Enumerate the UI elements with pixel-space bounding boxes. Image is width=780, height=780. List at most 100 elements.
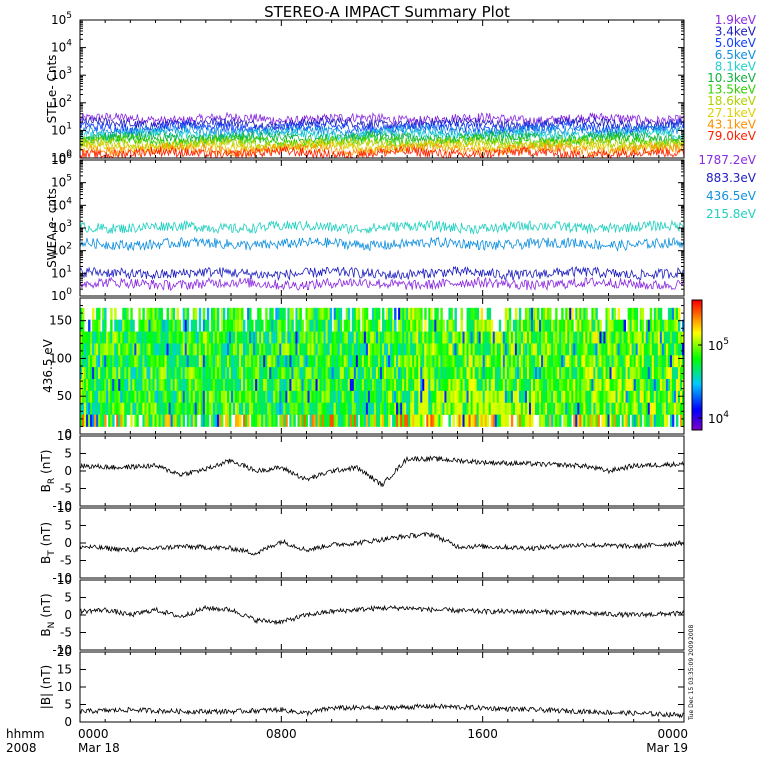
pad-cell [480, 355, 484, 368]
br-tick-label: -10 [52, 499, 72, 513]
pad-cell [474, 331, 478, 344]
pad-cell [146, 414, 149, 427]
pad-cell [619, 355, 622, 368]
pad-cell [609, 343, 612, 356]
pad-cell [108, 402, 111, 415]
pad-cell [442, 402, 445, 415]
pad-cell [424, 355, 427, 368]
ste-legend-entry: 10.3keV [707, 71, 757, 85]
pad-cell [464, 367, 467, 380]
pad-cell [408, 355, 411, 368]
pad-cell [508, 402, 512, 415]
pad-cell [498, 379, 502, 392]
pad-cell [253, 367, 256, 380]
pad-cell [80, 390, 83, 404]
pad-cell [313, 343, 316, 356]
pad-cell [539, 367, 542, 380]
pad-cell [373, 402, 377, 415]
pad-cell [675, 343, 679, 356]
pad-cell [233, 343, 236, 356]
pad-cell [104, 390, 107, 404]
pad-cell [301, 319, 304, 332]
pad-cell [438, 355, 441, 368]
pad-cell [547, 343, 550, 356]
pad-cell [498, 355, 502, 368]
pad-cell [216, 355, 220, 368]
pad-cell [275, 379, 278, 392]
colorbar-cell [692, 412, 702, 416]
pad-cell [456, 414, 459, 427]
pad-cell [663, 379, 667, 392]
pad-cell [307, 355, 310, 368]
pad-cell [384, 379, 387, 392]
pad-cell [255, 390, 258, 404]
pad-cell [418, 390, 421, 404]
pad-cell [633, 319, 637, 332]
pad-cell [216, 414, 220, 427]
pad-cell [307, 343, 310, 356]
pad-cell [110, 390, 113, 404]
pad-cell [528, 307, 532, 321]
pad-cell [541, 390, 544, 404]
pad-cell [269, 414, 272, 427]
pad-cell [420, 307, 423, 321]
pad-cell [492, 331, 496, 344]
pad-cell [369, 343, 373, 356]
pad-cell [392, 319, 395, 332]
pad-cell [589, 367, 592, 380]
pad-cell [120, 379, 123, 392]
pad-cell [595, 367, 598, 380]
pad-cell [472, 379, 476, 392]
pad-cell [327, 414, 331, 427]
colorbar-tick-base: 10 [708, 339, 723, 353]
pad-cell [593, 343, 596, 356]
pad-cell [565, 307, 568, 321]
pad-cell [345, 390, 349, 404]
pad-cell [583, 307, 586, 321]
pad-cell [504, 307, 508, 321]
pad-cell [498, 390, 502, 404]
pad-cell [651, 367, 655, 380]
pad-cell [522, 343, 526, 356]
pad-cell [108, 343, 111, 356]
pad-cell [124, 355, 127, 368]
pad-cell [410, 331, 413, 344]
pad-cell [571, 319, 574, 332]
pad-cell [339, 343, 343, 356]
bmag-tick-label: 10 [57, 680, 72, 694]
pad-cell [514, 307, 518, 321]
pad-cell [98, 390, 101, 404]
pad-cell [508, 331, 512, 344]
pad-cell [551, 414, 554, 427]
pad-cell [681, 402, 685, 415]
pad-cell [506, 307, 510, 321]
pad-cell [474, 414, 478, 427]
pad-cell [462, 367, 465, 380]
pad-cell [506, 343, 510, 356]
pad-cell [601, 367, 604, 380]
pad-cell [398, 307, 401, 321]
pad-cell [116, 367, 119, 380]
pad-cell [202, 319, 206, 332]
pad-cell [216, 307, 220, 321]
pad-cell [166, 343, 169, 356]
pad-cell [377, 379, 381, 392]
pad-cell [480, 379, 484, 392]
pad-cell [339, 319, 343, 332]
pad-cell [257, 390, 260, 404]
pad-cell [474, 367, 478, 380]
pad-cell [317, 355, 320, 368]
pad-cell [369, 390, 373, 404]
pad-cell [533, 367, 536, 380]
pad-cell [601, 343, 604, 356]
ste-tick-base: 10 [51, 41, 66, 55]
pad-cell [84, 343, 87, 356]
pad-cell [162, 379, 165, 392]
pad-cell [599, 319, 602, 332]
pad-cell [613, 414, 616, 427]
pad-cell [555, 343, 558, 356]
pad-cell [627, 367, 631, 380]
pad-cell [617, 390, 620, 404]
colorbar-frame [691, 299, 703, 431]
